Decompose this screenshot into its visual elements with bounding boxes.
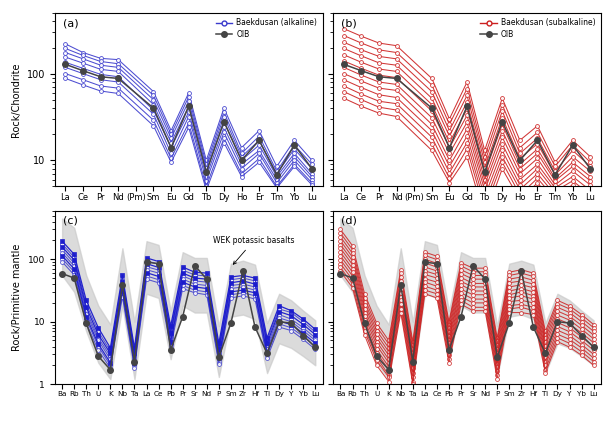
Text: (a): (a): [63, 18, 79, 28]
Text: (b): (b): [341, 18, 357, 28]
Legend: Baekdusan (subalkaline), OIB: Baekdusan (subalkaline), OIB: [479, 17, 597, 40]
Text: (d): (d): [341, 216, 357, 226]
Legend: Baekdusan (alkaline), OIB: Baekdusan (alkaline), OIB: [214, 17, 318, 40]
Y-axis label: Rock/Primitive mantle: Rock/Primitive mantle: [12, 244, 23, 351]
Text: WEK potassic basalts: WEK potassic basalts: [213, 237, 294, 264]
Y-axis label: Rock/Chondrite: Rock/Chondrite: [11, 62, 21, 137]
Text: (c): (c): [63, 216, 78, 226]
